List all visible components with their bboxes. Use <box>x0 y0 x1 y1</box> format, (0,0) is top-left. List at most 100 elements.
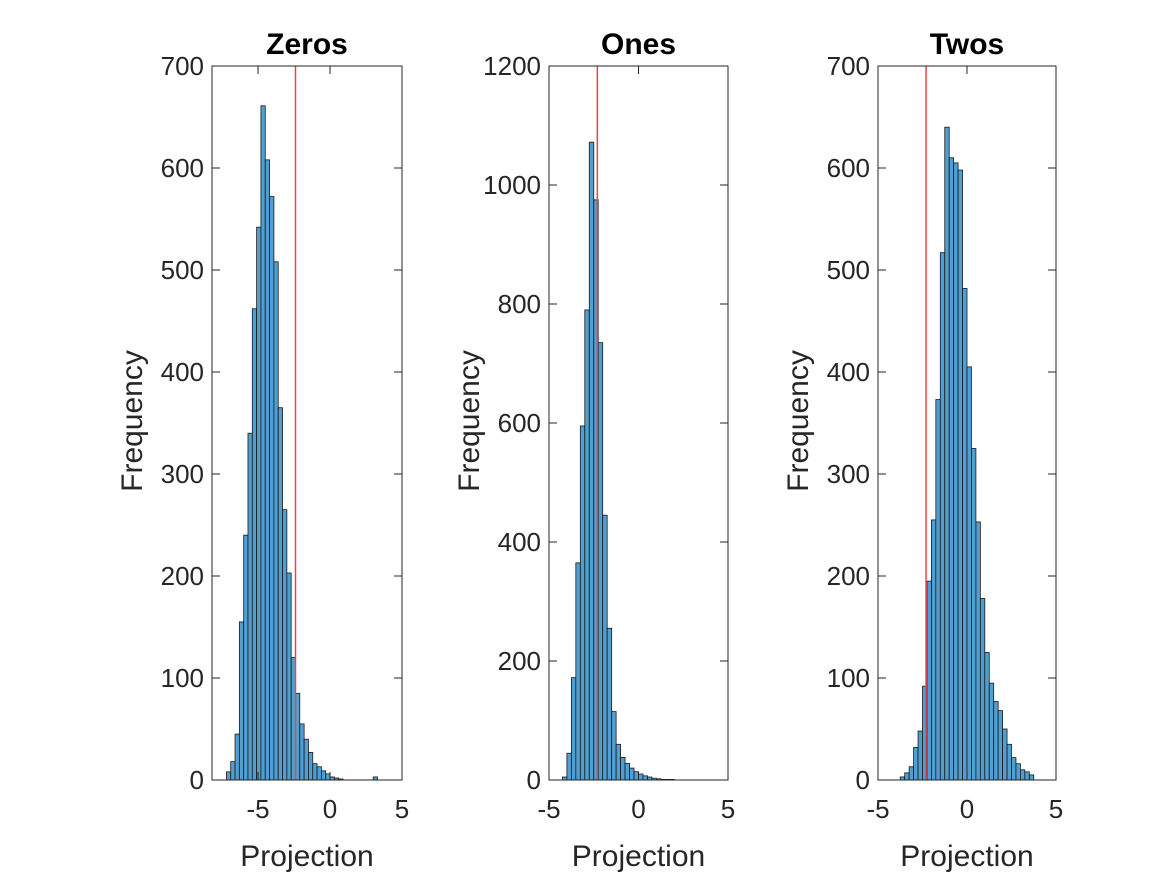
y-tick-label: 600 <box>827 153 870 183</box>
histogram-bar <box>971 448 977 781</box>
histogram-bar <box>325 773 331 781</box>
histogram-bar <box>584 309 590 781</box>
axes-box <box>211 65 403 781</box>
histogram-bar <box>620 756 626 781</box>
histogram-bar <box>1015 763 1021 781</box>
x-tick-label: -5 <box>866 794 889 824</box>
histogram-bar <box>1024 771 1030 781</box>
histogram-bar <box>962 287 968 781</box>
x-tick-label: 5 <box>395 794 409 824</box>
histogram-bar <box>1006 743 1012 781</box>
histogram-bar <box>225 771 232 781</box>
histogram-bar <box>629 767 635 781</box>
y-axis-label: Frequency <box>453 350 486 492</box>
histogram-bar <box>926 580 932 781</box>
y-tick-label: 0 <box>856 765 870 795</box>
x-tick-label: -5 <box>537 794 560 824</box>
histogram-bar <box>988 682 995 781</box>
histogram-bar <box>633 771 639 781</box>
histogram-bar <box>1002 728 1008 781</box>
histogram-bar <box>975 521 981 781</box>
y-tick-label: 800 <box>498 289 541 319</box>
histogram-bar <box>917 730 923 781</box>
x-tick-label: 0 <box>323 794 337 824</box>
x-tick-label: 0 <box>631 794 645 824</box>
histogram-bar <box>611 711 617 781</box>
histogram-bar <box>264 159 270 781</box>
y-tick-label: 500 <box>161 255 204 285</box>
y-axis-label: Frequency <box>116 350 149 492</box>
histogram-bar <box>904 772 910 781</box>
chart-title-twos: Twos <box>930 28 1004 61</box>
histogram-bar <box>234 733 240 781</box>
histogram-bar <box>953 162 959 781</box>
histogram-bar <box>247 432 253 781</box>
histogram-bar <box>615 743 622 781</box>
histogram-bar <box>277 407 283 781</box>
histogram-bar <box>312 763 318 781</box>
histogram-bar <box>624 762 630 781</box>
y-tick-label: 200 <box>498 646 541 676</box>
histogram-bar <box>303 738 309 781</box>
chart-title-ones: Ones <box>601 28 676 61</box>
histogram-bar <box>602 514 608 781</box>
histogram-bar <box>260 105 266 781</box>
histogram-bar <box>944 126 950 781</box>
histogram-bar <box>1020 769 1026 781</box>
y-tick-label: 0 <box>527 765 541 795</box>
y-axis-label: Frequency <box>782 350 815 492</box>
y-tick-label: 600 <box>498 408 541 438</box>
histogram-bar <box>282 509 288 781</box>
x-tick-label: 0 <box>960 794 974 824</box>
y-tick-label: 700 <box>827 51 870 81</box>
y-tick-label: 300 <box>161 459 204 489</box>
histogram-bar <box>251 308 258 781</box>
y-tick-label: 100 <box>161 663 204 693</box>
histogram-bar <box>588 141 595 781</box>
x-tick-label: 5 <box>721 794 735 824</box>
histogram-bar <box>908 766 915 781</box>
histogram-bar <box>984 652 990 781</box>
histogram-bar <box>316 766 322 781</box>
histogram-bar <box>286 572 292 781</box>
x-axis-label: Projection <box>240 840 373 873</box>
x-tick-label: -5 <box>246 794 269 824</box>
histogram-bar <box>931 519 937 781</box>
histogram-bar <box>913 746 919 781</box>
histogram-bar <box>939 252 946 781</box>
histogram-bar <box>948 157 955 781</box>
histogram-bar <box>238 621 245 781</box>
histogram-bar <box>966 366 972 781</box>
y-tick-label: 200 <box>161 561 204 591</box>
x-axis-label: Projection <box>572 840 705 873</box>
histogram-bar <box>579 425 586 781</box>
y-tick-label: 400 <box>161 357 204 387</box>
y-tick-label: 1200 <box>483 51 541 81</box>
histogram-bar <box>269 196 275 781</box>
y-tick-label: 400 <box>498 527 541 557</box>
histogram-bar <box>642 775 648 781</box>
y-tick-label: 1000 <box>483 170 541 200</box>
histogram-bar <box>570 677 577 781</box>
y-tick-label: 700 <box>161 51 204 81</box>
y-tick-label: 100 <box>827 663 870 693</box>
x-tick-label: 5 <box>1049 794 1063 824</box>
y-tick-label: 600 <box>161 153 204 183</box>
histogram-bar <box>979 598 986 781</box>
histogram-bar <box>299 723 305 781</box>
x-axis-label: Projection <box>900 840 1033 873</box>
histogram-bar <box>308 752 314 781</box>
histogram-bar <box>997 710 1004 781</box>
panel-zeros: 0 100 200 300 400 500 600 700 -5 0 5 Zeros Projectio… <box>116 28 409 873</box>
histogram-bar <box>957 169 963 781</box>
histogram-bar <box>1011 757 1017 781</box>
histogram-bar <box>320 770 327 781</box>
chart-title-zeros: Zeros <box>266 28 348 61</box>
histogram-bar <box>230 761 236 781</box>
histogram-bar <box>273 261 279 781</box>
y-tick-label: 300 <box>827 459 870 489</box>
histogram-bar <box>606 627 613 781</box>
y-tick-label: 400 <box>827 357 870 387</box>
